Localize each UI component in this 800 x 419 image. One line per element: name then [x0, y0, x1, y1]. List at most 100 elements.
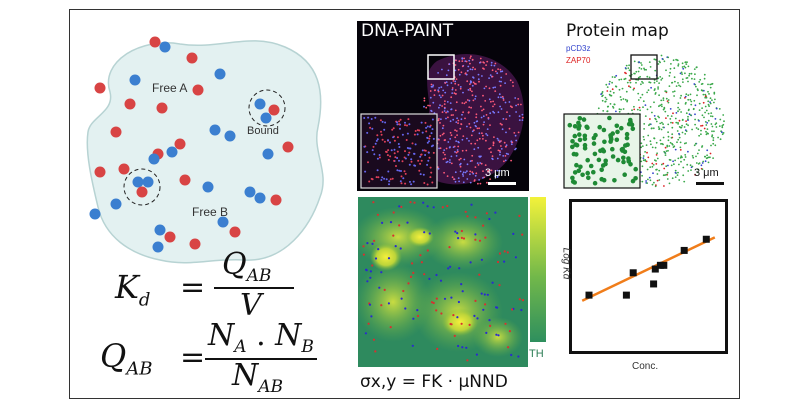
dna-dot — [487, 170, 489, 173]
protein-dot — [657, 126, 660, 128]
dna-dot — [510, 159, 512, 162]
protein-dot — [650, 143, 652, 146]
protein-dot — [631, 109, 633, 112]
dna-dot — [471, 171, 474, 174]
dna-inset-dot — [394, 156, 397, 159]
heatmap-dot — [520, 308, 523, 312]
protein-dot — [669, 118, 672, 120]
protein-dot — [693, 83, 696, 85]
heatmap-dot — [440, 312, 443, 315]
dna-dot — [485, 139, 487, 142]
protein-dot — [693, 68, 696, 70]
dna-dot — [505, 152, 508, 155]
dna-dot — [487, 116, 490, 119]
scatter-point — [702, 235, 710, 243]
heatmap-dot — [491, 281, 494, 284]
dna-dot — [446, 160, 449, 163]
dna-inset-dot — [422, 173, 425, 176]
dna-dot — [503, 141, 506, 144]
dna-dot — [494, 62, 497, 65]
dna-inset-dot — [428, 140, 430, 143]
molecules-group — [89, 36, 294, 253]
protein-dot — [709, 83, 712, 86]
protein-dot — [657, 63, 660, 65]
dna-inset-dot — [385, 150, 387, 153]
dna-dot — [457, 122, 459, 124]
dna-dot — [477, 78, 480, 81]
dna-dot — [471, 58, 474, 61]
protein-dot — [656, 80, 658, 82]
dna-dot — [493, 64, 496, 67]
protein-dot — [628, 74, 631, 77]
protein-dot — [660, 79, 663, 81]
scatter-point — [651, 265, 659, 273]
protein-dot — [704, 93, 707, 96]
dna-dot — [469, 62, 471, 65]
heatmap-dot — [446, 204, 449, 208]
protein-dot — [705, 130, 707, 133]
dna-dot — [430, 83, 433, 86]
molecule — [202, 181, 214, 193]
dna-inset-dot — [409, 147, 412, 150]
protein-dot — [677, 157, 680, 160]
dna-dot — [475, 120, 478, 123]
protein-dot — [697, 128, 700, 131]
dna-dot — [497, 149, 500, 152]
dna-dot — [471, 130, 474, 133]
dna-inset-dot — [427, 151, 430, 154]
dna-dot — [467, 65, 470, 68]
protein-dot — [600, 93, 602, 95]
heatmap-dot — [409, 275, 413, 278]
heatmap-dot — [367, 322, 370, 325]
protein-dot — [704, 121, 707, 123]
dna-inset-dot — [364, 170, 367, 173]
q-num-nb: N — [275, 318, 302, 353]
dna-dot — [476, 127, 479, 130]
protein-dot — [660, 103, 663, 106]
protein-dot — [649, 179, 652, 182]
dna-inset-dot — [398, 146, 401, 148]
protein-dot — [675, 121, 678, 124]
protein-dot — [639, 75, 641, 78]
dna-dot — [483, 121, 485, 123]
dna-dot — [494, 86, 496, 89]
protein-dot — [685, 120, 687, 122]
heatmap-dot — [521, 299, 525, 302]
protein-dot — [684, 103, 687, 105]
protein-dot — [704, 155, 706, 158]
protein-dot — [637, 76, 640, 79]
protein-dot — [624, 67, 627, 69]
heatmap-dot — [514, 256, 517, 259]
dna-inset-dot — [424, 154, 427, 156]
protein-dot — [707, 112, 710, 115]
dna-inset-dot — [381, 176, 384, 179]
dna-inset-dot — [391, 177, 394, 180]
protein-dot — [678, 119, 681, 122]
q-num-na-sub: A — [234, 337, 247, 357]
dna-dot — [454, 151, 456, 153]
protein-dot — [663, 150, 666, 153]
dna-dot — [496, 176, 499, 179]
protein-dot — [706, 154, 708, 157]
protein-dot — [707, 119, 710, 122]
heatmap-panel — [358, 197, 528, 367]
protein-dot — [665, 69, 667, 72]
protein-inset-dot — [612, 178, 617, 183]
molecule — [148, 153, 160, 165]
legend-pcd3z: pCD3z — [566, 44, 591, 53]
dna-dot — [445, 111, 447, 114]
protein-inset-dot — [602, 139, 607, 145]
q-num-dot: . — [256, 318, 266, 353]
protein-dot — [715, 107, 718, 110]
heatmap-dot — [392, 234, 395, 237]
dna-inset-dot — [408, 123, 411, 126]
heatmap-dot — [454, 230, 457, 233]
protein-dot — [695, 66, 698, 69]
protein-inset-dot — [615, 129, 620, 135]
dna-inset-dot — [404, 150, 406, 153]
dna-dot — [423, 99, 426, 102]
dna-dot — [499, 153, 501, 156]
protein-dot — [687, 150, 689, 153]
protein-dot — [605, 98, 608, 101]
protein-dot — [665, 117, 667, 119]
